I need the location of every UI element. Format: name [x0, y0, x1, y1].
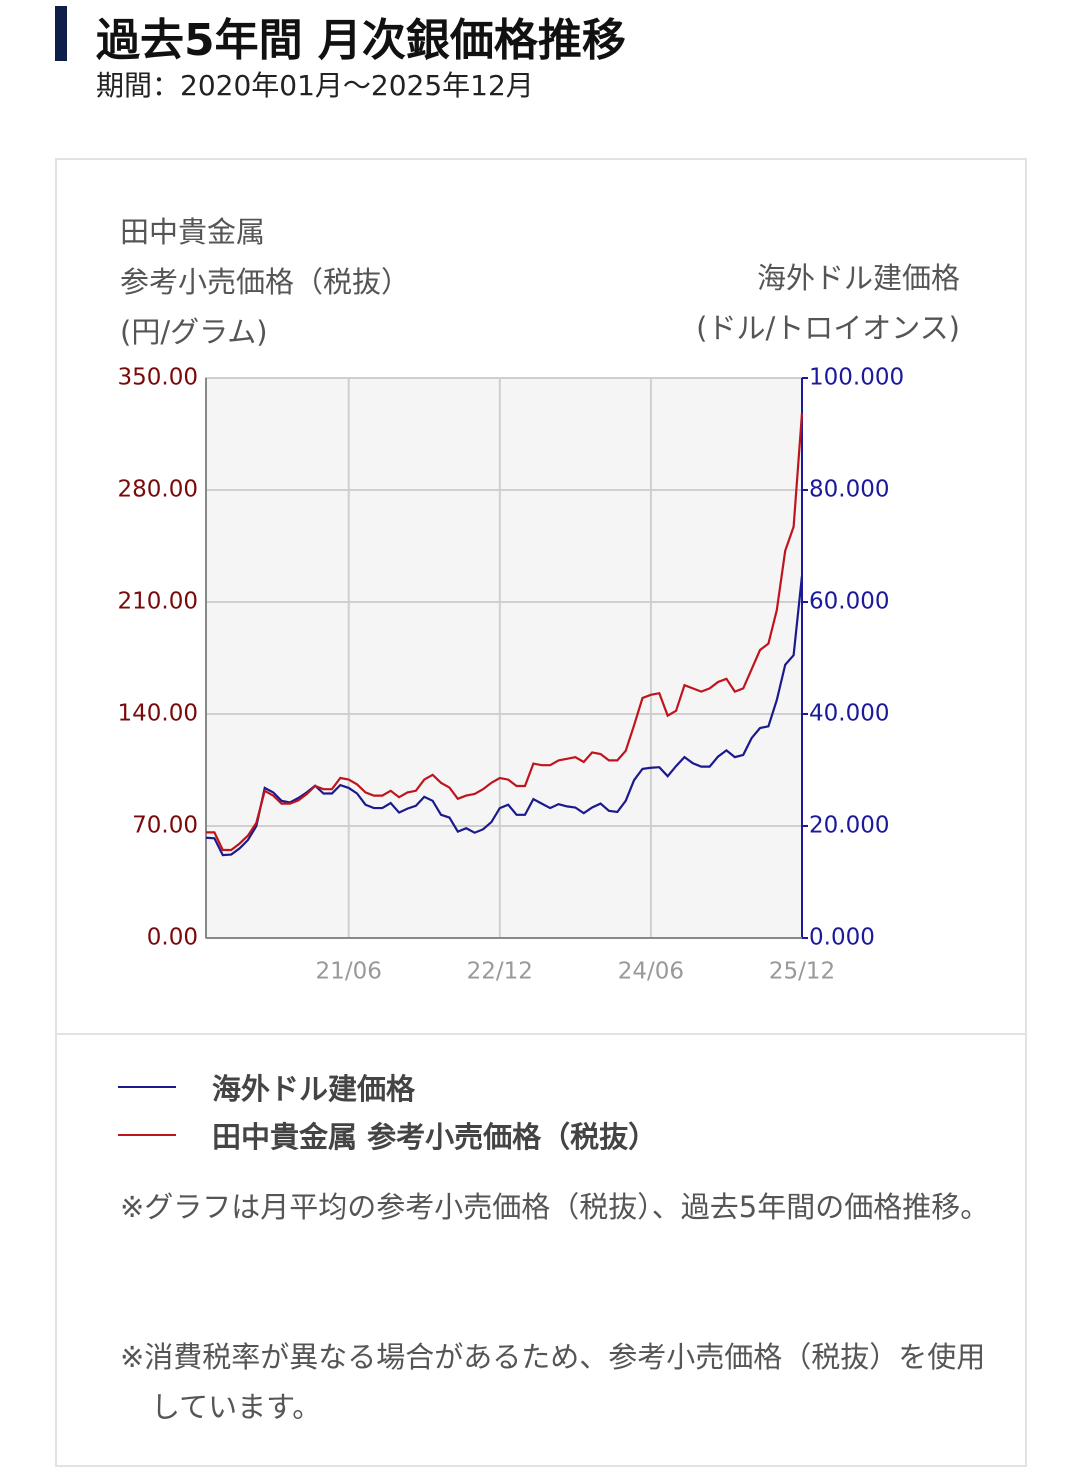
y2-tick-label: 20.000	[809, 813, 889, 839]
y-tick-label: 0.00	[147, 925, 198, 951]
title: 過去5年間 月次銀価格推移	[96, 15, 626, 66]
subtitle: 期間：2020年01月～2025年12月	[96, 69, 534, 102]
series-line	[205, 575, 804, 857]
note: ※消費税率が異なる場合があるため、参考小売価格（税抜）を使用しています。	[120, 1340, 986, 1424]
y2-tick-label: 0.000	[809, 925, 875, 951]
series-line	[206, 413, 804, 852]
x-tick-label: 21/06	[316, 959, 382, 985]
title-bar	[55, 6, 67, 61]
note: ※グラフは月平均の参考小売価格（税抜）、過去5年間の価格推移。	[120, 1190, 990, 1224]
y2-axis-label: 海外ドル建価格	[757, 261, 960, 295]
y-axis-label: 田中貴金属	[120, 215, 265, 249]
y-axis-label: (円/グラム)	[120, 315, 268, 349]
y-tick-label: 280.00	[118, 477, 198, 503]
y2-axis-label: (ドル/トロイオンス)	[696, 311, 960, 345]
plot-area	[205, 377, 803, 939]
x-tick-label: 25/12	[769, 959, 835, 985]
y-tick-label: 350.00	[118, 365, 198, 391]
y2-tick-label: 40.000	[809, 701, 889, 727]
y-tick-label: 140.00	[118, 701, 198, 727]
y2-tick-label: 100.000	[809, 365, 904, 391]
x-tick-label: 24/06	[618, 959, 684, 985]
legend-swatch	[118, 1086, 176, 1088]
y-tick-label: 70.00	[132, 813, 198, 839]
divider	[57, 1033, 1025, 1035]
legend-label: 田中貴金属 参考小売価格（税抜）	[212, 1120, 658, 1154]
y2-tick-label: 80.000	[809, 477, 889, 503]
y-tick-label: 210.00	[118, 589, 198, 615]
x-tick-label: 22/12	[467, 959, 533, 985]
card	[55, 158, 1027, 1467]
legend-entry: 海外ドル建価格	[118, 1066, 415, 1108]
legend-label: 海外ドル建価格	[212, 1072, 416, 1106]
legend-entry: 田中貴金属 参考小売価格（税抜）	[118, 1114, 657, 1156]
y2-tick-label: 60.000	[809, 589, 889, 615]
y-axis-label: 参考小売価格（税抜）	[120, 265, 410, 299]
legend-swatch	[118, 1134, 176, 1136]
